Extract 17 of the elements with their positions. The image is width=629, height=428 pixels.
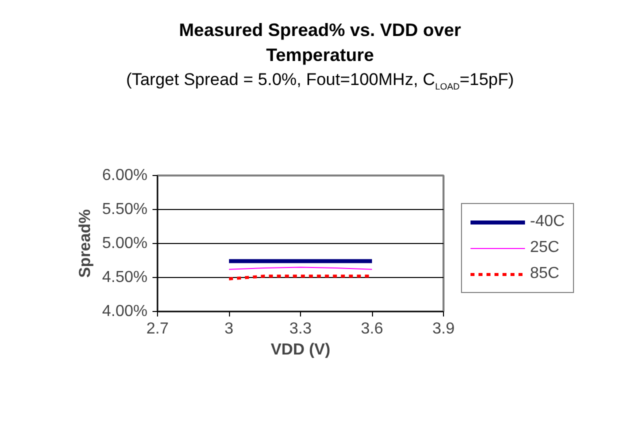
y-tick-label: 5.00% (102, 235, 148, 252)
x-tick-label: 3.9 (432, 320, 455, 338)
x-tick-label: 3 (224, 320, 234, 338)
y-tick-label: 4.50% (102, 269, 148, 286)
y-tick-label: 5.50% (102, 201, 148, 218)
legend-label: 25C (530, 239, 560, 257)
chart-title: Measured Spread% vs. VDD over Temperature (178, 19, 462, 67)
x-axis-title: VDD (V) (270, 342, 330, 358)
y-tick-label: 6.00% (102, 167, 148, 184)
x-tick-label: 2.7 (146, 320, 169, 338)
legend-label: -40C (530, 213, 565, 231)
y-tick-label: 4.00% (102, 303, 148, 320)
legend-label: 85C (530, 265, 560, 283)
x-tick-label: 3.6 (360, 320, 384, 338)
x-tick-label: 3.3 (289, 320, 312, 338)
chart-subtitle: (Target Spread = 5.0%, Fout=100MHz, C$_{LOAD}$=15pF) (125, 69, 515, 94)
y-axis-title: Spread% (77, 209, 94, 278)
